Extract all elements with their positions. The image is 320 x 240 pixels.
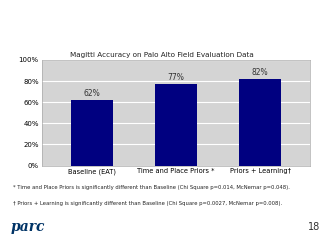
Bar [71, 100, 113, 166]
Text: 82%: 82% [252, 68, 268, 77]
Text: Magitti Accuracy on Palo Alto Field Evaluation Data: Magitti Accuracy on Palo Alto Field Eval… [70, 52, 253, 58]
Bar [239, 79, 281, 166]
Bar [155, 84, 197, 166]
Text: * Time and Place Priors is significantly different than Baseline (Chi Square p=0: * Time and Place Priors is significantly… [13, 185, 290, 190]
Text: 77%: 77% [168, 73, 184, 82]
Text: parc: parc [11, 220, 45, 234]
Text: † Priors + Learning is significantly different than Baseline (Chi Square p=0.002: † Priors + Learning is significantly dif… [13, 201, 282, 206]
Text: 18: 18 [308, 222, 320, 232]
Text: 62%: 62% [84, 89, 100, 98]
Text: Activity Inference Evaluation: Activity Inference Evaluation [10, 16, 226, 29]
